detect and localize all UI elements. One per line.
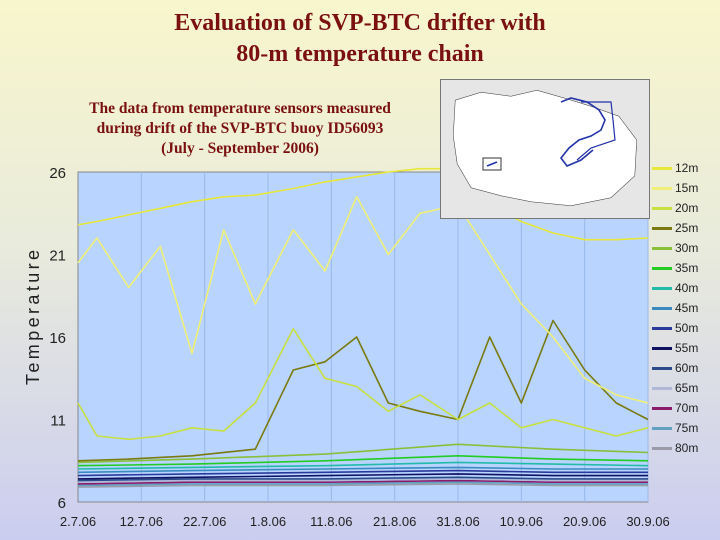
legend-swatch xyxy=(652,347,672,350)
subtitle-line-3: (July - September 2006) xyxy=(161,140,319,157)
drift-track-connectors xyxy=(576,101,616,161)
legend-swatch xyxy=(652,307,672,310)
legend-item-20m: 20m xyxy=(648,200,720,216)
legend-label: 25m xyxy=(675,221,699,235)
series-lines xyxy=(77,167,649,488)
series-line-65m xyxy=(77,478,648,483)
x-tick-label: 1.8.06 xyxy=(250,514,286,529)
legend-label: 35m xyxy=(675,261,699,275)
legend-swatch xyxy=(652,447,672,450)
inset-locator-track xyxy=(486,161,498,167)
y-tick-label: 16 xyxy=(49,330,66,347)
x-tick-label: 22.7.06 xyxy=(183,514,226,529)
legend-label: 12m xyxy=(675,161,699,175)
legend-label: 40m xyxy=(675,281,699,295)
page-title: Evaluation of SVP-BTC drifter with 80-m … xyxy=(0,8,720,70)
series-line-30m xyxy=(77,443,649,464)
legend-item-15m: 15m xyxy=(648,180,720,196)
legend-item-65m: 65m xyxy=(648,380,720,396)
legend-item-35m: 35m xyxy=(648,260,720,276)
legend-swatch xyxy=(652,227,672,230)
legend-swatch xyxy=(652,407,672,410)
title-line-2: 80-m temperature chain xyxy=(236,41,484,67)
legend-label: 20m xyxy=(675,201,699,215)
legend-label: 55m xyxy=(675,341,699,355)
series-line-75m xyxy=(77,481,648,487)
legend-item-25m: 25m xyxy=(648,220,720,236)
series-line-55m xyxy=(77,473,648,480)
legend-swatch xyxy=(652,367,672,370)
series-line-70m xyxy=(77,479,648,485)
x-tick-label: 21.8.06 xyxy=(373,514,416,529)
legend-label: 30m xyxy=(675,241,699,255)
legend-label: 75m xyxy=(675,421,699,435)
legend-label: 70m xyxy=(675,401,699,415)
x-tick-label: 10.9.06 xyxy=(500,514,543,529)
drift-track-map xyxy=(440,79,650,219)
series-line-50m xyxy=(77,469,648,477)
legend-item-60m: 60m xyxy=(648,360,720,376)
legend-item-50m: 50m xyxy=(648,320,720,336)
legend-item-30m: 30m xyxy=(648,240,720,256)
series-line-40m xyxy=(77,461,649,470)
x-tick-label: 20.9.06 xyxy=(563,514,606,529)
legend-swatch xyxy=(652,247,672,250)
series-line-12m xyxy=(77,167,649,241)
legend-item-40m: 40m xyxy=(648,280,720,296)
legend-swatch xyxy=(652,387,672,390)
x-tick-label: 2.7.06 xyxy=(60,514,96,529)
legend-swatch xyxy=(652,267,672,270)
legend-swatch xyxy=(652,187,672,190)
series-line-20m xyxy=(77,327,649,441)
subtitle-line-1: The data from temperature sensors measur… xyxy=(89,100,391,117)
land-area xyxy=(441,80,649,218)
y-axis-ticks: 6 11 16 21 26 xyxy=(49,165,66,512)
plot-area xyxy=(77,171,649,503)
legend-swatch xyxy=(652,327,672,330)
y-tick-label: 26 xyxy=(49,165,66,182)
legend-item-12m: 12m xyxy=(648,160,720,176)
legend-label: 50m xyxy=(675,321,699,335)
chart-subtitle: The data from temperature sensors measur… xyxy=(40,99,440,159)
series-line-80m xyxy=(77,483,648,488)
x-tick-label: 31.8.06 xyxy=(436,514,479,529)
legend-item-45m: 45m xyxy=(648,300,720,316)
series-line-35m xyxy=(77,454,649,467)
legend-label: 80m xyxy=(675,441,699,455)
y-axis-label: Temperature xyxy=(23,246,43,385)
x-tick-label: 30.9.06 xyxy=(626,514,669,529)
legend-swatch xyxy=(652,287,672,290)
subtitle-line-2: during drift of the SVP-BTC buoy ID56093 xyxy=(96,120,384,137)
grid-lines xyxy=(140,172,649,502)
legend-item-55m: 55m xyxy=(648,340,720,356)
legend-swatch xyxy=(652,167,672,170)
series-line-60m xyxy=(77,476,648,482)
legend-label: 15m xyxy=(675,181,699,195)
series-line-25m xyxy=(77,319,649,462)
x-axis-ticks: 2.7.06 12.7.06 22.7.06 1.8.06 11.8.06 21.8.06… xyxy=(60,514,670,529)
x-tick-label: 12.7.06 xyxy=(120,514,163,529)
legend-label: 65m xyxy=(675,381,699,395)
series-line-15m xyxy=(77,196,649,404)
y-tick-label: 21 xyxy=(49,248,66,265)
series-line-45m xyxy=(77,466,648,474)
y-tick-label: 6 xyxy=(58,495,66,512)
legend-label: 60m xyxy=(675,361,699,375)
legend-swatch xyxy=(652,427,672,430)
legend-label: 45m xyxy=(675,301,699,315)
legend-item-75m: 75m xyxy=(648,420,720,436)
x-tick-label: 11.8.06 xyxy=(310,514,352,529)
legend-item-70m: 70m xyxy=(648,400,720,416)
legend-swatch xyxy=(652,207,672,210)
y-tick-label: 11 xyxy=(50,413,66,430)
title-line-1: Evaluation of SVP-BTC drifter with xyxy=(174,10,546,36)
legend-item-80m: 80m xyxy=(648,440,720,456)
